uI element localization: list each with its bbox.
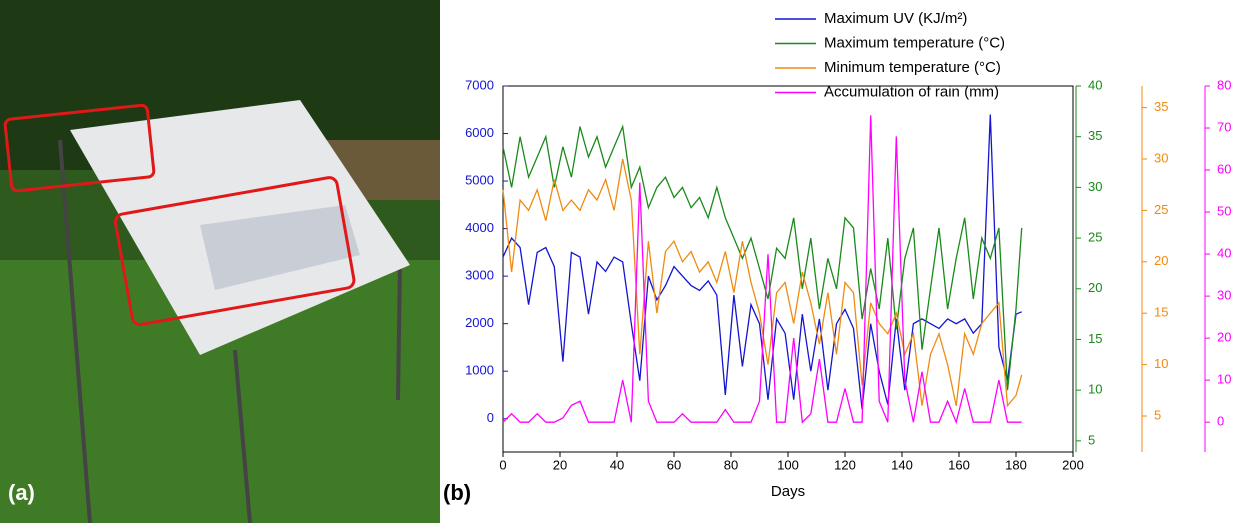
y-tick-label: 80 — [1217, 77, 1231, 92]
y-tick-label: 30 — [1217, 288, 1231, 303]
y-tick-label: 35 — [1088, 128, 1102, 143]
x-tick-label: 40 — [610, 457, 624, 472]
y-tick-label: 0 — [1217, 414, 1224, 429]
legend-label: Maximum temperature (°C) — [824, 34, 1005, 51]
y-tick-label: 20 — [1154, 253, 1168, 268]
legend-label: Minimum temperature (°C) — [824, 59, 1001, 76]
y-tick-label: 2000 — [465, 315, 494, 330]
x-tick-label: 20 — [553, 457, 567, 472]
y-tick-label: 0 — [487, 410, 494, 425]
y-tick-label: 5000 — [465, 173, 494, 188]
y-tick-label: 6000 — [465, 125, 494, 140]
data-line — [502, 124, 1023, 391]
photo: (a) — [0, 0, 440, 524]
y-tick-label: 4000 — [465, 220, 494, 235]
data-line — [502, 115, 1022, 425]
y-tick-label: 20 — [1217, 330, 1231, 345]
y-tick-label: 15 — [1154, 305, 1168, 320]
legend-label: Accumulation of rain (mm) — [824, 83, 999, 100]
x-tick-label: 160 — [948, 457, 970, 472]
y-tick-label: 25 — [1088, 230, 1102, 245]
data-line — [502, 158, 1023, 408]
x-tick-label: 120 — [834, 457, 856, 472]
y-tick-label: 35 — [1154, 99, 1168, 114]
y-tick-label: 60 — [1217, 161, 1231, 176]
y-tick-label: 30 — [1154, 150, 1168, 165]
y-tick-label: 5 — [1154, 407, 1161, 422]
y-tick-label: 20 — [1088, 280, 1102, 295]
y-tick-label: 40 — [1217, 246, 1231, 261]
y-tick-label: 50 — [1217, 203, 1231, 218]
y-tick-label: 25 — [1154, 202, 1168, 217]
x-axis-label: Days — [771, 483, 805, 500]
x-tick-label: 0 — [499, 457, 506, 472]
x-tick-label: 100 — [777, 457, 799, 472]
y-tick-label: 15 — [1088, 331, 1102, 346]
x-tick-label: 200 — [1062, 457, 1084, 472]
y-tick-label: 7000 — [465, 77, 494, 92]
y-tick-label: 5 — [1088, 432, 1095, 447]
y-tick-label: 3000 — [465, 268, 494, 283]
x-tick-label: 60 — [667, 457, 681, 472]
data-line — [502, 114, 1022, 410]
panel-label: (b) — [443, 480, 471, 505]
legend-label: Maximum UV (KJ/m²) — [824, 10, 967, 27]
y-tick-label: 10 — [1217, 372, 1231, 387]
panel-label: (a) — [8, 480, 35, 505]
x-tick-label: 80 — [724, 457, 738, 472]
y-tick-label: 1000 — [465, 363, 494, 378]
y-tick-label: 70 — [1217, 119, 1231, 134]
y-tick-label: 40 — [1088, 77, 1102, 92]
x-tick-label: 180 — [1005, 457, 1027, 472]
y-tick-label: 30 — [1088, 179, 1102, 194]
x-tick-label: 140 — [891, 457, 913, 472]
y-tick-label: 10 — [1154, 356, 1168, 371]
y-tick-label: 10 — [1088, 382, 1102, 397]
